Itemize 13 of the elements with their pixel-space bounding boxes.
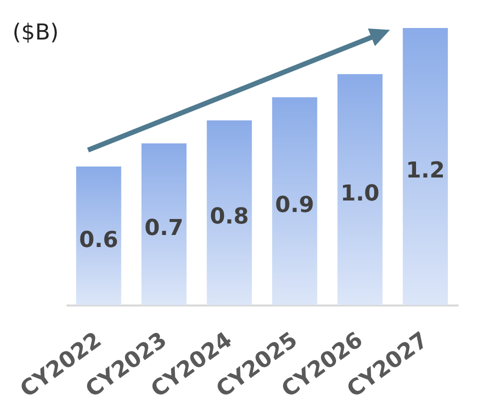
data-label: 1.2 — [406, 158, 445, 184]
bar — [272, 97, 318, 305]
data-label: 0.9 — [275, 193, 314, 218]
data-label: 1.0 — [340, 182, 380, 207]
bar — [141, 143, 187, 305]
bar — [206, 120, 252, 305]
data-label: 0.8 — [210, 204, 249, 230]
data-label: 0.6 — [79, 228, 118, 253]
bar — [337, 74, 383, 305]
bar — [76, 166, 122, 305]
data-label: 0.7 — [144, 216, 184, 242]
y-axis-title: ($B) — [12, 20, 59, 46]
bar — [402, 28, 448, 305]
